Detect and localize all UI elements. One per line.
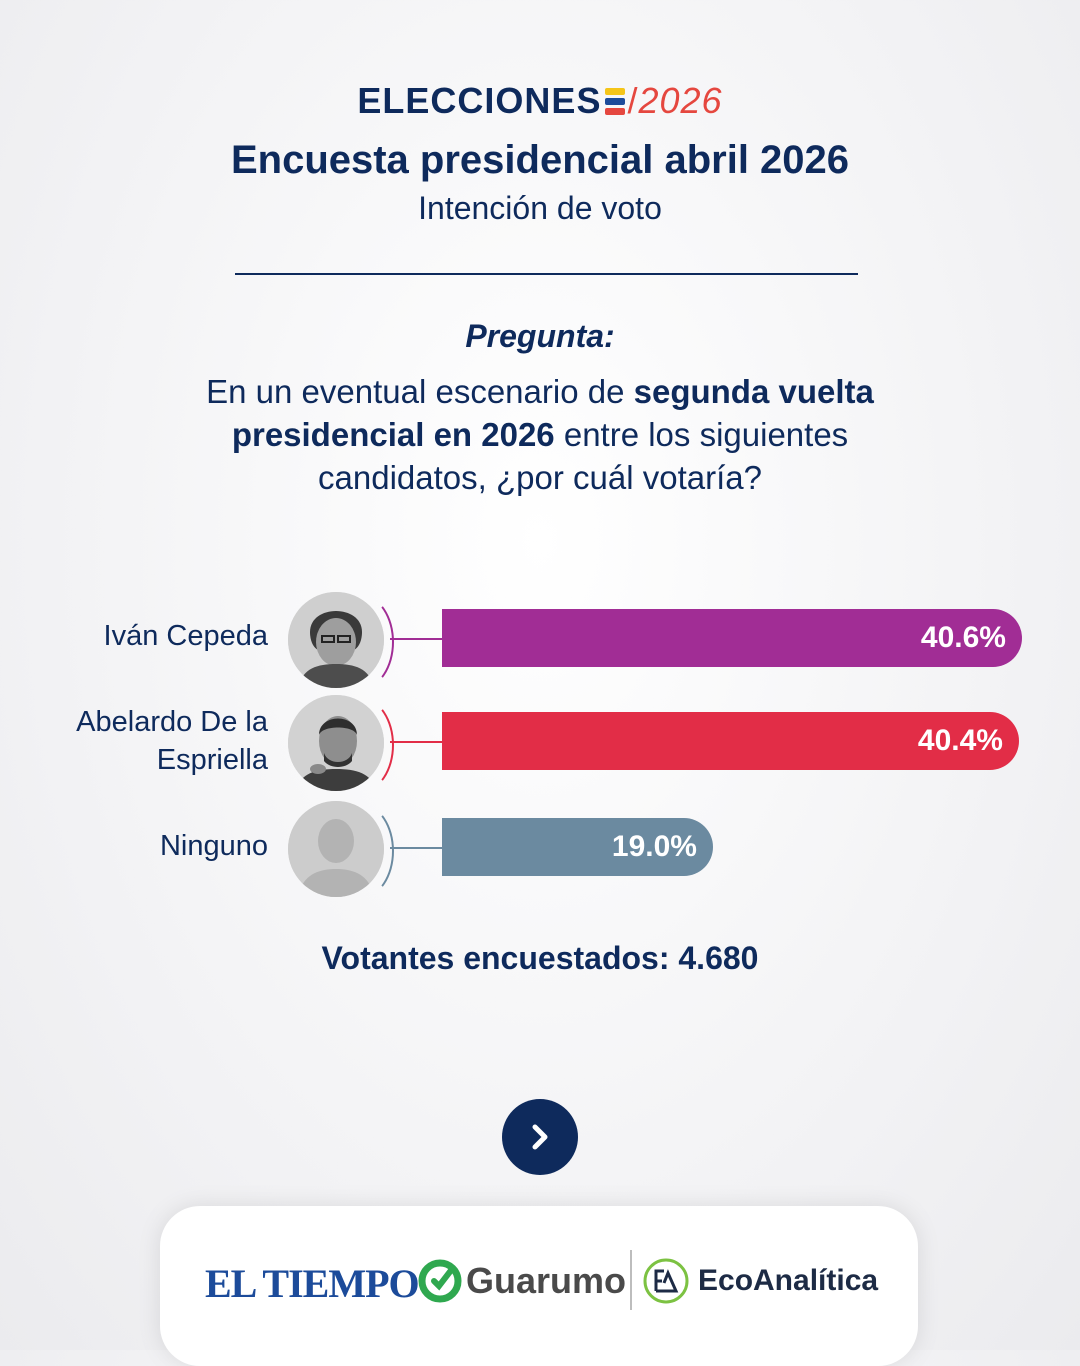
ecoanalitica-icon xyxy=(643,1258,689,1304)
footer-divider xyxy=(630,1250,632,1310)
guarumo-icon xyxy=(418,1259,462,1303)
data-label: 40.6% xyxy=(920,621,1006,654)
guarumo-logo: Guarumo xyxy=(418,1258,626,1304)
footer-logos: EL TIEMPO Guarumo EcoAnalítica xyxy=(160,1206,918,1366)
chevron-right-icon xyxy=(532,1124,548,1150)
divider xyxy=(235,273,858,275)
arc-decoration xyxy=(330,804,394,898)
category-label: Abelardo De la Espriella xyxy=(76,706,268,776)
brand-text: ELECCIONES xyxy=(357,80,602,121)
brand-year: 2026 xyxy=(638,80,723,121)
page-subtitle: Intención de voto xyxy=(418,190,662,226)
bar: 19.0% xyxy=(442,818,713,876)
flag-icon xyxy=(605,88,626,116)
arc-decoration xyxy=(330,698,394,792)
chart-row-3: Ninguno 19.0% xyxy=(0,799,1080,899)
question-text-pre: En un eventual escenario de xyxy=(206,373,634,410)
el-tiempo-logo: EL TIEMPO xyxy=(205,1261,420,1306)
sample-size-text: Votantes encuestados: 4.680 xyxy=(321,940,759,976)
connector-line xyxy=(390,741,442,743)
ecoanalitica-logo: EcoAnalítica xyxy=(642,1256,878,1306)
elecciones-logo: ELECCIONES/2026 xyxy=(357,80,723,121)
question-text-bold: segunda vuelta presidencial en 2026 xyxy=(231,373,874,453)
bar: 40.4% xyxy=(442,712,1019,770)
connector-line xyxy=(390,638,442,640)
data-label: 19.0% xyxy=(611,830,697,863)
ecoanalitica-text: EcoAnalítica xyxy=(698,1264,879,1297)
category-label: Iván Cepeda xyxy=(103,620,268,652)
guarumo-text: Guarumo xyxy=(466,1260,627,1301)
question-label: Pregunta: xyxy=(465,318,615,354)
connector-line xyxy=(390,847,442,849)
data-label: 40.4% xyxy=(917,724,1003,757)
category-label: Ninguno xyxy=(159,830,268,862)
question-text: En un eventual escenario de segunda vuel… xyxy=(160,370,920,499)
next-button[interactable] xyxy=(502,1099,578,1175)
bar: 40.6% xyxy=(442,609,1022,667)
chart-row-2: Abelardo De la Espriella 40.4% xyxy=(0,693,1080,793)
question-text-post: entre los siguientes candidatos, ¿por cu… xyxy=(318,416,849,496)
chart-row-1: Iván Cepeda 40.6% xyxy=(0,590,1080,690)
page-title: Encuesta presidencial abril 2026 xyxy=(230,138,850,182)
arc-decoration xyxy=(330,595,394,689)
